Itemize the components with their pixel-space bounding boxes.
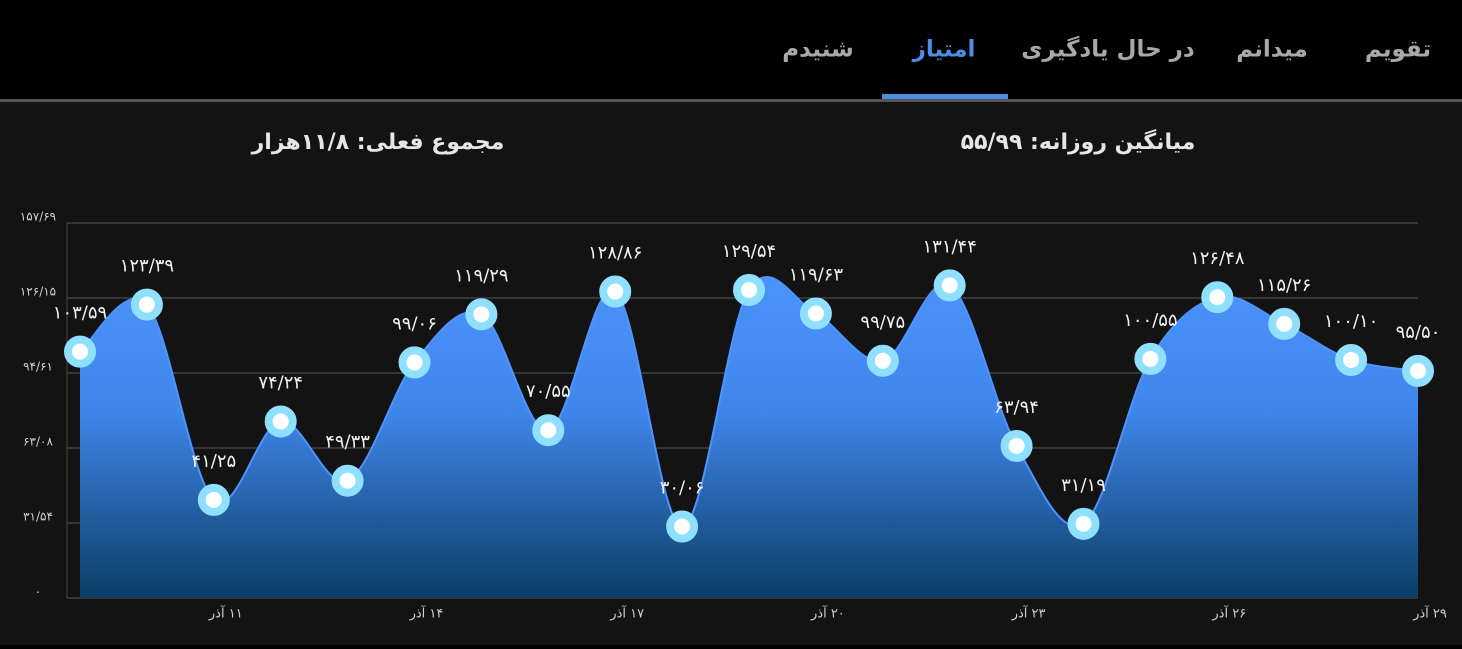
y-tick-label: ۰	[35, 585, 41, 599]
value-label: ۱۲۹/۵۴	[722, 241, 776, 262]
tab-bar	[0, 0, 1462, 99]
tab-divider	[0, 99, 1462, 102]
daily-average: میانگین روزانه: ۵۵/۹۹	[961, 128, 1196, 155]
x-tick-label: ۱۴ آذر	[409, 605, 444, 622]
value-label: ۴۹/۳۳	[325, 432, 370, 453]
x-tick-label: ۲۶ آذر	[1211, 605, 1246, 622]
value-label: ۳۰/۰۶	[660, 478, 705, 499]
x-tick-label: ۲۳ آذر	[1011, 605, 1046, 622]
data-point	[1335, 343, 1368, 376]
active-tab-indicator	[882, 94, 1008, 99]
data-point	[331, 464, 364, 497]
value-label: ۱۲۶/۴۸	[1190, 248, 1245, 269]
value-label: ۱۱۵/۲۶	[1257, 275, 1311, 296]
data-point	[197, 483, 230, 516]
data-point	[933, 269, 966, 302]
value-label: ۹۵/۵۰	[1396, 322, 1441, 343]
data-point	[1201, 281, 1234, 314]
value-label: ۹۹/۷۵	[860, 312, 905, 333]
value-label: ۱۱۹/۶۳	[789, 265, 844, 286]
x-tick-label: ۱۱ آذر	[208, 605, 243, 622]
tab[interactable]: در حال یادگیری	[1021, 36, 1195, 63]
y-tick-label: ۶۳/۰۸	[23, 434, 53, 448]
value-label: ۴۱/۲۵	[191, 451, 236, 472]
data-point	[599, 275, 632, 308]
tab[interactable]: میدانم	[1236, 37, 1307, 63]
area	[80, 276, 1418, 598]
x-tick-label: ۱۷ آذر	[609, 605, 644, 622]
y-tick-label: ۹۴/۶۱	[23, 360, 53, 374]
value-label: ۱۰۳/۵۹	[53, 303, 107, 324]
y-tick-label: ۱۵۷/۶۹	[20, 210, 56, 224]
value-label: ۱۲۳/۳۹	[120, 256, 174, 277]
tab[interactable]: تقویم	[1365, 37, 1431, 63]
data-point	[1402, 354, 1434, 387]
value-label: ۶۳/۹۴	[994, 397, 1039, 418]
value-label: ۱۰۰/۱۰	[1324, 311, 1378, 332]
x-tick-label: ۲۰ آذر	[810, 605, 845, 622]
data-point	[1067, 507, 1100, 540]
data-point	[64, 335, 96, 368]
value-label: ۷۴/۲۴	[258, 372, 303, 393]
value-label: ۹۹/۰۶	[392, 313, 437, 334]
data-point	[1000, 429, 1033, 462]
data-point	[799, 297, 832, 330]
data-point	[264, 405, 297, 438]
value-label: ۷۰/۵۵	[526, 381, 571, 402]
y-tick-label: ۳۱/۵۴	[23, 509, 53, 523]
current-total: مجموع فعلی: ۱۱/۸هزار	[251, 130, 505, 155]
value-label: ۳۱/۱۹	[1061, 475, 1106, 496]
data-point	[130, 288, 163, 321]
data-point	[1268, 307, 1301, 340]
data-point	[733, 273, 765, 306]
data-point	[398, 346, 431, 379]
tab[interactable]: امتیاز	[912, 37, 976, 63]
value-label: ۱۳۱/۴۴	[922, 236, 976, 257]
data-point	[465, 298, 498, 331]
value-label: ۱۰۰/۵۵	[1123, 310, 1177, 331]
data-point	[1134, 342, 1167, 375]
x-tick-label: ۲۹ آذر	[1412, 605, 1447, 622]
data-point	[866, 344, 899, 377]
data-point	[532, 414, 565, 447]
y-tick-label: ۱۲۶/۱۵	[20, 285, 56, 299]
value-label: ۱۱۹/۲۹	[454, 265, 508, 286]
data-point	[666, 510, 699, 543]
value-label: ۱۲۸/۸۶	[588, 243, 642, 264]
tab[interactable]: شنیدم	[782, 37, 854, 63]
